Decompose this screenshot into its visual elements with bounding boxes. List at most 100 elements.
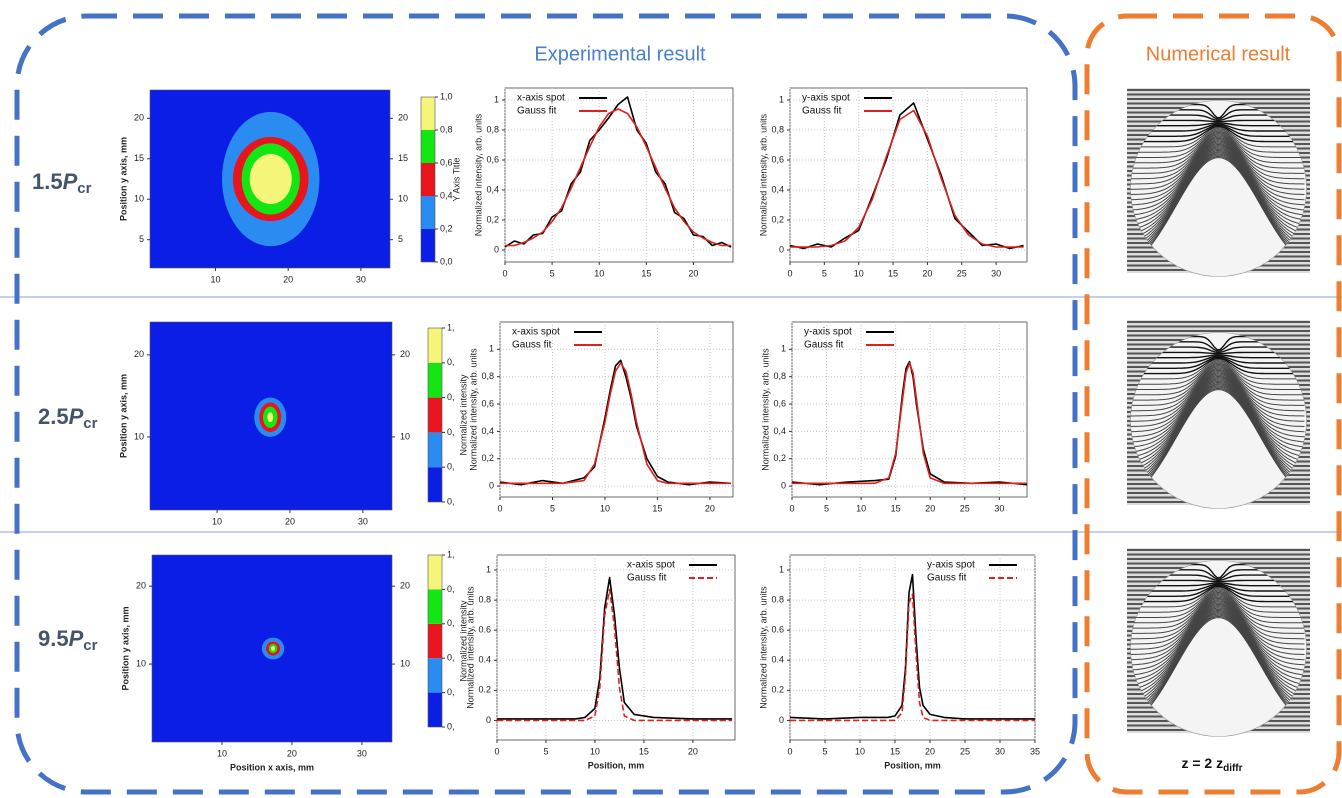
x-tick-label: 5 [543, 746, 548, 756]
x-tick-label: 5 [550, 503, 555, 513]
section-title: Experimental result [534, 43, 706, 65]
x-tick-label: 10 [600, 503, 610, 513]
legend-label: Gauss fit [512, 340, 552, 351]
colorbar-band [428, 693, 442, 727]
x-tick-label: 15 [639, 746, 649, 756]
colorbar-band [421, 97, 435, 130]
surfaces [1127, 88, 1310, 737]
x-tick-label: 20 [283, 274, 293, 284]
y-tick-label: 0 [494, 244, 499, 254]
x-tick-label: 30 [995, 746, 1005, 756]
colorbar-band [428, 398, 442, 433]
x-tick-label: 0 [789, 503, 794, 513]
y-tick-label: 10 [134, 431, 144, 441]
y-tick-label: 20 [136, 581, 146, 591]
legend-label: x-axis spot [627, 560, 675, 571]
legend-label: Gauss fit [927, 573, 967, 584]
y-tick-label: 0.6 [478, 625, 491, 635]
row-label-subscript: cr [77, 180, 91, 197]
y2-tick-label: 20 [400, 581, 410, 591]
colorbar-tick-label: 0,8 [440, 124, 453, 134]
colorbar-title: Normalized intensity [458, 374, 468, 456]
y-tick-label: 1 [779, 94, 784, 104]
x-tick-label: 20 [688, 268, 698, 278]
x-tick-label: 20 [925, 503, 935, 513]
colorbar-band [421, 229, 435, 262]
y-axis-label: Position y axis, mm [118, 374, 128, 458]
y-tick-label: 15 [134, 153, 144, 163]
y2-tick-label: 10 [400, 658, 410, 668]
colorbar-band [428, 467, 442, 502]
x-tick-label: 10 [212, 516, 222, 526]
y-axis-label: Normalized intensity, arb. units [465, 586, 475, 709]
y-tick-label: 20 [134, 349, 144, 359]
y-tick-label: 0,8 [481, 371, 494, 381]
section-title: Numerical result [1146, 43, 1291, 65]
colorbar-band [421, 196, 435, 229]
x-tick-label: 10 [856, 503, 866, 513]
x-tick-label: 30 [994, 503, 1004, 513]
x-tick-label: 10 [210, 274, 220, 284]
x-axis-label: Position, mm [588, 760, 645, 770]
y-tick-label: 0,4 [486, 184, 499, 194]
x-tick-label: 0 [787, 746, 792, 756]
y2-tick-label: 5 [398, 234, 403, 244]
y-tick-label: 0 [486, 715, 491, 725]
x-tick-label: 10 [590, 746, 600, 756]
y-tick-label: 0,4 [773, 426, 786, 436]
colorbar-tick-label: 1,0 [440, 91, 453, 101]
y-tick-label: 10 [134, 194, 144, 204]
x-tick-label: 30 [991, 268, 1001, 278]
y2-tick-label: 10 [400, 431, 410, 441]
colorbar-tick-label: 0,0 [440, 256, 453, 266]
y-tick-label: 0,6 [773, 398, 786, 408]
colorbar-band [428, 555, 442, 589]
colorbar-tick-label: 0,2 [440, 223, 453, 233]
y-tick-label: 10 [136, 658, 146, 668]
x-tick-label: 10 [854, 268, 864, 278]
y-tick-label: 0,8 [773, 371, 786, 381]
row-label-subscript: cr [83, 637, 97, 654]
y2-tick-label: 10 [398, 194, 408, 204]
x-tick-label: 0 [502, 268, 507, 278]
colorbar-tick-label: 1, [447, 322, 455, 332]
y-tick-label: 0.4 [771, 655, 784, 665]
row-label-value: 9.5 [38, 626, 69, 651]
colorbar-tick-label: 0, [447, 496, 455, 506]
x-tick-label: 5 [822, 746, 827, 756]
x-tick-label: 20 [925, 746, 935, 756]
y2-tick-label: 15 [398, 153, 408, 163]
x-tick-label: 0 [787, 268, 792, 278]
x-tick-label: 25 [957, 268, 967, 278]
x-tick-label: 30 [356, 274, 366, 284]
y-axis-label: Position y axis, mm [120, 606, 130, 690]
y-tick-label: 0 [489, 480, 494, 490]
y-tick-label: 0,2 [481, 453, 494, 463]
x-axis-label: Position x axis, mm [230, 762, 314, 772]
y-tick-label: 0,6 [481, 398, 494, 408]
y-tick-label: 0.8 [478, 594, 491, 604]
x-tick-label: 20 [688, 746, 698, 756]
legend-label: Gauss fit [802, 106, 842, 117]
colorbar-tick-label: 0, [447, 584, 455, 594]
x-tick-label: 0 [497, 503, 502, 513]
y-tick-label: 1 [486, 564, 491, 574]
x-tick-label: 20 [285, 516, 295, 526]
y-tick-label: 0.2 [771, 685, 784, 695]
row-label-symbol: P [63, 169, 78, 194]
y-tick-label: 0.6 [771, 625, 784, 635]
x-tick-label: 35 [1030, 746, 1040, 756]
colorbar-tick-label: 0, [447, 618, 455, 628]
colorbar-tick-label: 0, [447, 653, 455, 663]
legend-label: Gauss fit [804, 340, 844, 351]
y-axis-label: Normalized intensity, arb. units [468, 348, 478, 471]
footer-subscript: diffr [1223, 763, 1243, 774]
y2-tick-label: 20 [400, 349, 410, 359]
colorbar-tick-label: 1, [447, 549, 455, 559]
figure: Experimental result Numerical result 1.5… [0, 0, 1342, 798]
y-tick-label: 1 [781, 344, 786, 354]
y-tick-label: 0 [781, 480, 786, 490]
y-tick-label: 0,2 [771, 214, 784, 224]
x-tick-label: 20 [705, 503, 715, 513]
spot-contour [250, 154, 292, 204]
